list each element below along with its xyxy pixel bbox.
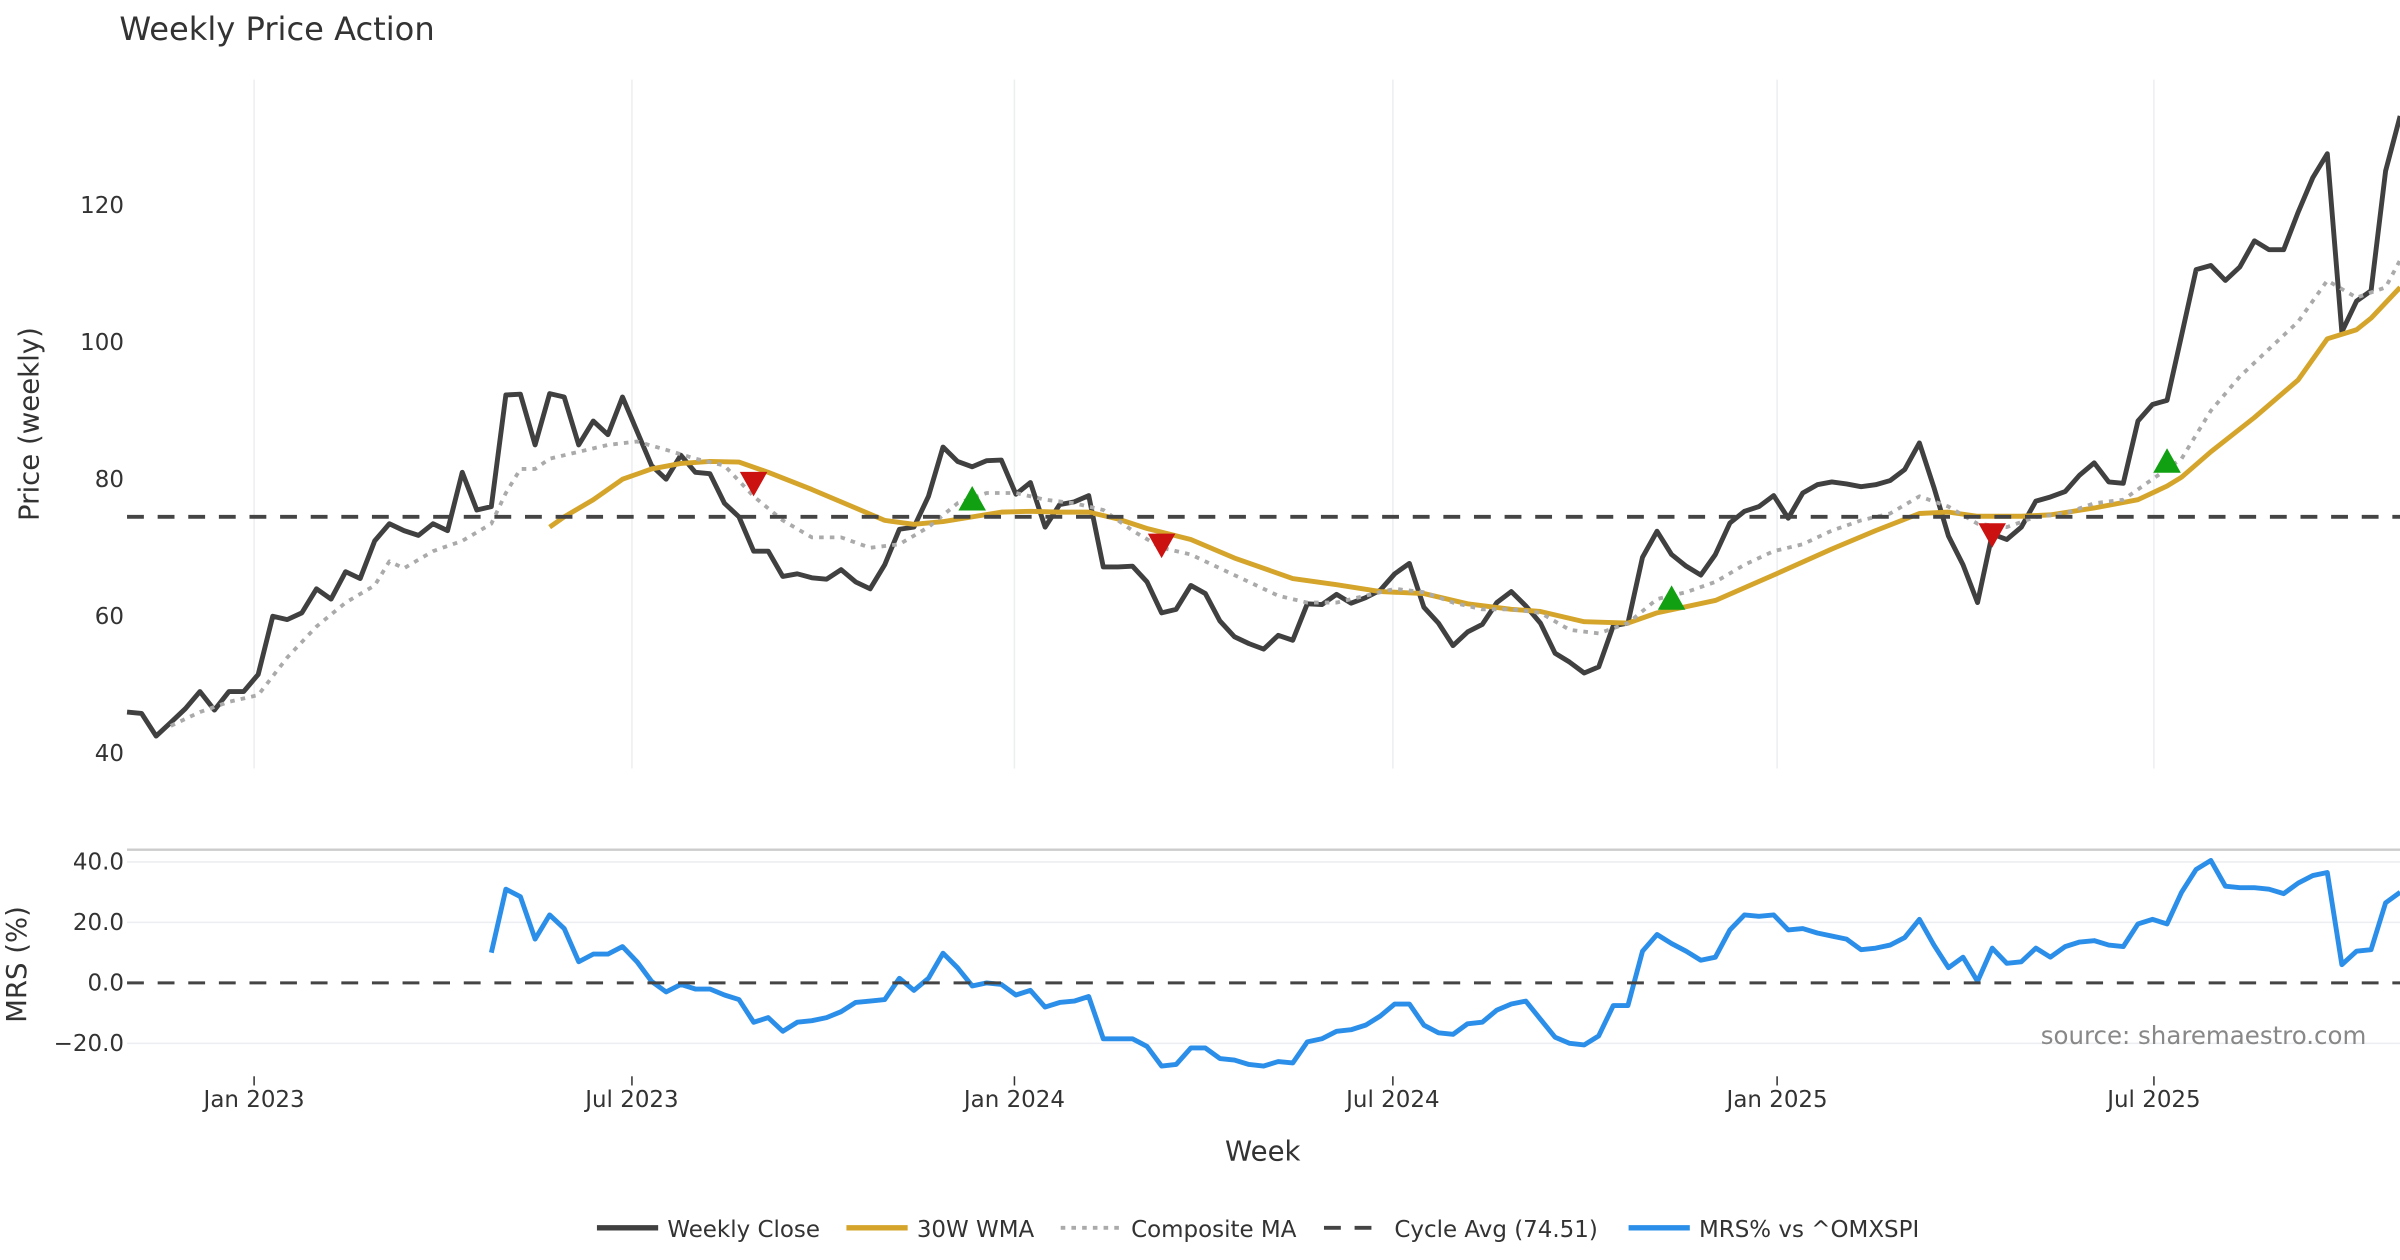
composite-ma-line (169, 259, 2400, 728)
x-tick-label: Jan 2024 (962, 1087, 1065, 1113)
price-series (126, 115, 2400, 739)
price-y-axis-label: Price (weekly) (13, 327, 45, 521)
x-tick-label: Jan 2023 (202, 1087, 305, 1113)
mrs-line (488, 857, 2400, 1069)
vertical-gridlines (253, 79, 2155, 769)
mrs-series (127, 857, 2400, 1069)
price-y-ticks: 40 60 80 100 120 (80, 193, 124, 767)
legend-item-composite-ma: Composite MA (1060, 1217, 1297, 1243)
x-tick-label: Jul 2023 (583, 1087, 678, 1113)
weekly-close-line (126, 115, 2400, 739)
x-tick-label: Jul 2025 (2105, 1087, 2200, 1113)
y-tick-label: 40 (95, 741, 124, 767)
signal-markers (739, 448, 2181, 610)
legend-label: Weekly Close (667, 1217, 820, 1243)
buy-signal-triangle-up (958, 485, 986, 511)
30w-wma-line (548, 285, 2400, 626)
legend-item-cycle-avg: Cycle Avg (74.51) (1323, 1217, 1598, 1243)
mrs-y-ticks: 40.0 20.0 0.0 −20.0 (54, 850, 2400, 1057)
sell-signal-triangle-down (1978, 523, 2006, 548)
y-tick-label: 100 (80, 330, 124, 356)
x-ticks: Jan 2023 Jul 2023 Jan 2024 Jul 2024 Jan 2025… (202, 1076, 2201, 1113)
legend-label: Composite MA (1131, 1217, 1297, 1243)
legend-label: 30W WMA (917, 1217, 1035, 1243)
buy-signal-triangle-up (1657, 585, 1686, 610)
source-annotation: source: sharemaestro.com (2041, 1021, 2367, 1050)
y-tick-label: 80 (95, 467, 124, 493)
mrs-y-tick-label: 40.0 (73, 850, 124, 876)
legend-item-mrs: MRS% vs ^OMXSPI (1628, 1217, 1919, 1243)
mrs-y-tick-label: −20.0 (54, 1031, 124, 1057)
y-tick-label: 60 (95, 604, 124, 630)
x-axis-label: Week (1225, 1135, 1301, 1167)
legend-label: MRS% vs ^OMXSPI (1699, 1217, 1919, 1243)
legend-label: Cycle Avg (74.51) (1394, 1217, 1597, 1243)
mrs-y-tick-label: 20.0 (73, 910, 124, 936)
sell-signal-triangle-down (739, 471, 768, 497)
legend-item-30w-wma: 30W WMA (846, 1217, 1035, 1243)
buy-signal-triangle-up (2153, 448, 2181, 473)
mrs-y-tick-label: 0.0 (87, 971, 124, 997)
y-tick-label: 120 (80, 193, 124, 219)
legend: Weekly Close 30W WMA Composite MA Cycle … (596, 1217, 1919, 1243)
x-tick-label: Jul 2024 (1344, 1087, 1439, 1113)
mrs-y-axis-label: MRS (%) (1, 906, 33, 1023)
x-tick-label: Jan 2025 (1725, 1087, 1828, 1113)
chart-title: Weekly Price Action (119, 10, 434, 48)
legend-item-weekly-close: Weekly Close (596, 1217, 820, 1243)
sell-signal-triangle-down (1147, 533, 1176, 559)
